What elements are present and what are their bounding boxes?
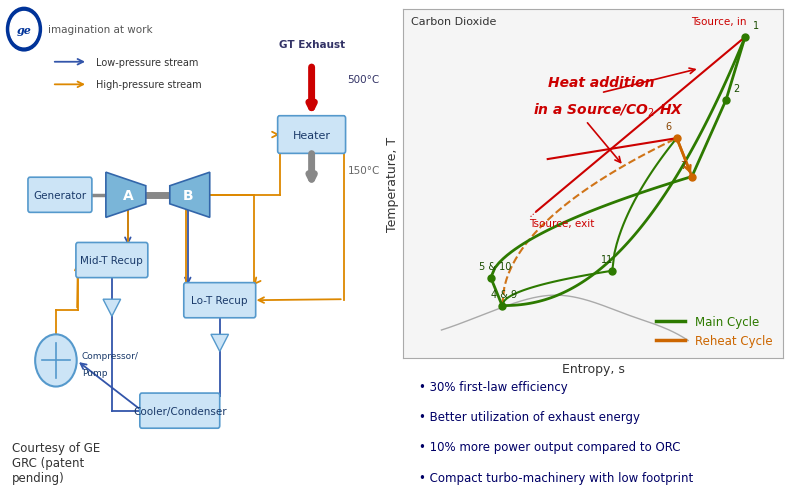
- Text: Carbon Dioxide: Carbon Dioxide: [411, 17, 496, 27]
- Text: • 30% first-law efficiency: • 30% first-law efficiency: [419, 380, 567, 393]
- Text: Heat addition: Heat addition: [548, 76, 654, 90]
- Text: Mid-T Recup: Mid-T Recup: [81, 256, 143, 266]
- Y-axis label: Temperature, T: Temperature, T: [387, 137, 400, 231]
- Polygon shape: [106, 173, 146, 218]
- Text: • Compact turbo-machinery with low footprint: • Compact turbo-machinery with low footp…: [419, 471, 693, 483]
- Text: • Better utilization of exhaust energy: • Better utilization of exhaust energy: [419, 410, 640, 423]
- Text: Pump: Pump: [81, 369, 107, 378]
- Text: Compressor/: Compressor/: [81, 351, 139, 360]
- Text: 5 & 10: 5 & 10: [479, 262, 512, 272]
- Text: B: B: [182, 188, 193, 202]
- Text: Courtesy of GE
GRC (patent
pending): Courtesy of GE GRC (patent pending): [12, 441, 100, 484]
- Polygon shape: [103, 300, 121, 317]
- Text: 4 & 9: 4 & 9: [491, 289, 517, 299]
- Text: GT Exhaust: GT Exhaust: [279, 40, 344, 50]
- Text: Tsource, exit: Tsource, exit: [529, 219, 594, 229]
- Text: Tsource, in: Tsource, in: [691, 18, 747, 28]
- Text: Lo-T Recup: Lo-T Recup: [192, 296, 248, 306]
- Text: 1: 1: [753, 21, 759, 31]
- Text: • 10% more power output compared to ORC: • 10% more power output compared to ORC: [419, 440, 680, 453]
- FancyBboxPatch shape: [184, 283, 256, 318]
- Text: 500°C: 500°C: [348, 75, 380, 85]
- FancyBboxPatch shape: [28, 178, 92, 213]
- Text: A: A: [122, 188, 133, 202]
- Text: ge: ge: [17, 25, 31, 36]
- Text: Generator: Generator: [34, 190, 86, 200]
- Circle shape: [7, 9, 41, 51]
- Circle shape: [10, 13, 38, 48]
- Circle shape: [35, 335, 77, 387]
- Polygon shape: [211, 335, 229, 352]
- Text: Low-pressure stream: Low-pressure stream: [96, 58, 198, 68]
- FancyBboxPatch shape: [76, 243, 148, 278]
- Text: 6: 6: [666, 122, 671, 132]
- Text: 2: 2: [733, 84, 740, 94]
- Text: imagination at work: imagination at work: [48, 25, 153, 35]
- Polygon shape: [170, 173, 209, 218]
- Text: High-pressure stream: High-pressure stream: [96, 80, 201, 90]
- FancyBboxPatch shape: [278, 116, 346, 154]
- Text: Cooler/Condenser: Cooler/Condenser: [133, 406, 227, 416]
- Text: 11: 11: [601, 255, 613, 265]
- Text: Heater: Heater: [292, 130, 331, 140]
- Text: 7: 7: [681, 160, 687, 170]
- X-axis label: Entropy, s: Entropy, s: [562, 362, 625, 375]
- Legend: Main Cycle, Reheat Cycle: Main Cycle, Reheat Cycle: [651, 311, 777, 352]
- Text: in a Source/CO$_2$ HX: in a Source/CO$_2$ HX: [532, 102, 684, 119]
- FancyBboxPatch shape: [140, 393, 220, 428]
- Text: 150°C: 150°C: [348, 165, 380, 175]
